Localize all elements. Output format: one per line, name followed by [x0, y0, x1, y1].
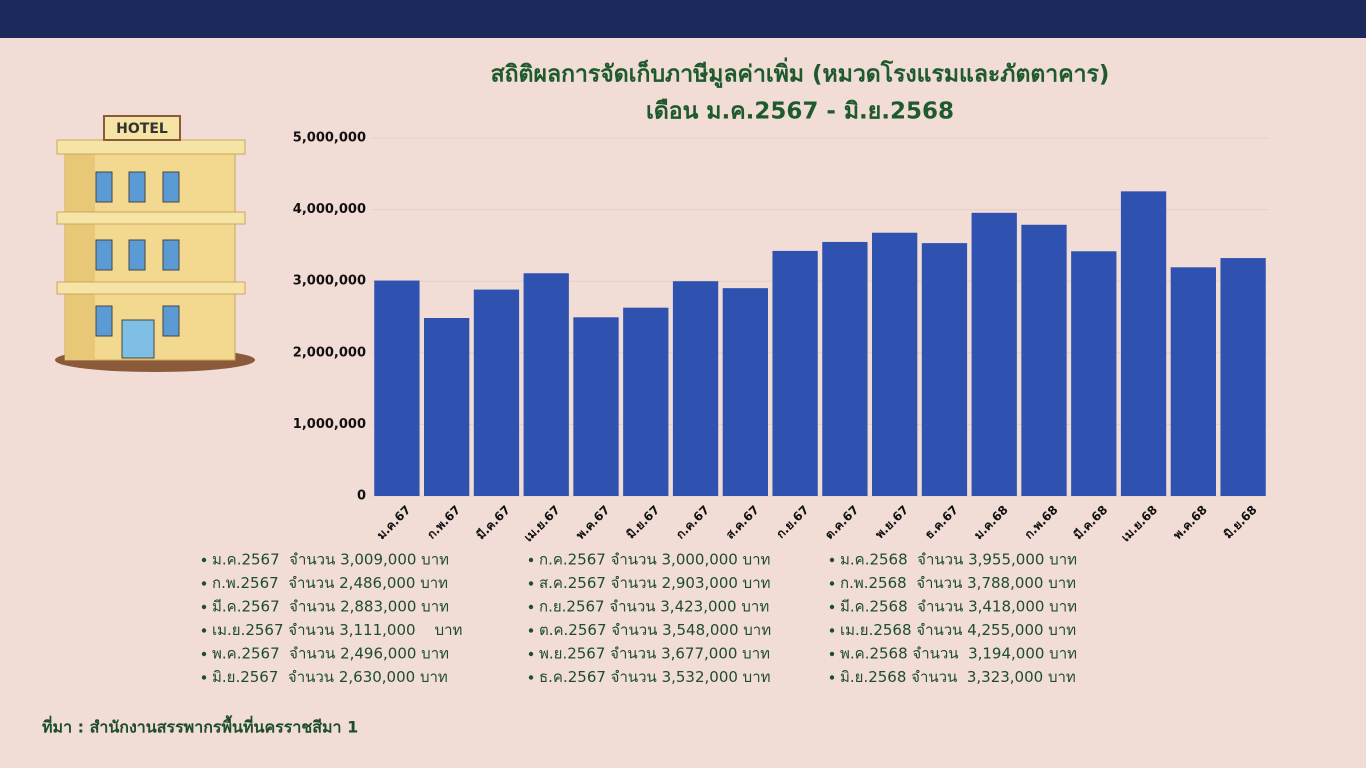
y-tick-label: 4,000,000: [293, 202, 366, 217]
bar: [872, 232, 918, 496]
bullet: [528, 557, 534, 563]
bar: [772, 250, 818, 496]
bullet: [829, 628, 835, 633]
bullet: [829, 675, 835, 680]
summary-item: ก.ค.2567 จำนวน 3,000,000 บาท: [539, 551, 770, 569]
bullet: [201, 651, 207, 657]
summary-item: ม.ค.2568 จำนวน 3,955,000 บาท: [840, 551, 1077, 569]
bar: [672, 281, 719, 496]
bullet: [528, 651, 534, 657]
bullet: [528, 604, 534, 610]
summary-item: พ.ย.2567 จำนวน 3,677,000 บาท: [539, 645, 770, 663]
bar: [623, 307, 669, 496]
summary-item: พ.ค.2567 จำนวน 2,496,000 บาท: [212, 645, 449, 663]
y-tick-label: 3,000,000: [293, 274, 366, 289]
summary-item: ส.ค.2567 จำนวน 2,903,000 บาท: [539, 574, 771, 592]
summary-item: มิ.ย.2568 จำนวน 3,323,000 บาท: [840, 668, 1076, 686]
bar: [722, 288, 768, 496]
hotel-illustration: HOTEL: [55, 115, 255, 372]
bullet: [201, 628, 207, 633]
bullet: [829, 581, 835, 586]
bar: [473, 289, 520, 496]
summary-item: มี.ค.2568 จำนวน 3,418,000 บาท: [840, 598, 1077, 616]
y-tick-label: 5,000,000: [293, 131, 366, 146]
y-tick-label: 1,000,000: [293, 417, 366, 432]
summary-item: ม.ค.2567 จำนวน 3,009,000 บาท: [212, 551, 449, 569]
bullet: [829, 604, 835, 610]
summary-item: พ.ค.2568 จำนวน 3,194,000 บาท: [840, 645, 1077, 663]
bullet: [829, 651, 835, 657]
bullet: [201, 675, 207, 680]
bullet: [201, 557, 207, 563]
y-tick-label: 2,000,000: [293, 345, 366, 360]
bar: [1220, 258, 1266, 496]
bar: [822, 241, 868, 496]
bullet: [528, 675, 534, 680]
bar: [374, 280, 420, 496]
bullet: [201, 581, 207, 586]
bar: [573, 317, 619, 496]
summary-item: เม.ย.2567 จำนวน 3,111,000 บาท: [212, 621, 462, 639]
chart-title: สถิติผลการจัดเก็บภาษีมูลค่าเพิ่ม (หมวดโร…: [491, 57, 1110, 89]
summary-item: มิ.ย.2567 จำนวน 2,630,000 บาท: [212, 668, 448, 686]
summary-item: ก.ย.2567 จำนวน 3,423,000 บาท: [539, 598, 769, 616]
bar: [971, 212, 1017, 496]
bullet: [201, 604, 207, 610]
source: ที่มา : สำนักงานสรรพากรพื้นที่นครราชสีมา…: [42, 715, 358, 737]
bar: [523, 273, 569, 496]
chart-subtitle: เดือน ม.ค.2567 - มิ.ย.2568: [646, 99, 954, 125]
y-tick-label: 0: [357, 489, 366, 504]
bar: [1120, 191, 1167, 497]
summary-item: ก.พ.2567 จำนวน 2,486,000 บาท: [212, 574, 448, 592]
bar: [921, 243, 968, 496]
bullet: [528, 628, 534, 633]
hotel-sign: HOTEL: [116, 121, 168, 137]
bullet: [528, 581, 534, 586]
bar: [1071, 251, 1117, 496]
bar: [424, 318, 470, 496]
summary-item: ก.พ.2568 จำนวน 3,788,000 บาท: [840, 574, 1076, 592]
summary-item: มี.ค.2567 จำนวน 2,883,000 บาท: [212, 598, 449, 616]
bar: [1170, 267, 1216, 496]
header-bar: [0, 0, 1366, 38]
bar: [1021, 224, 1067, 496]
summary-item: ต.ค.2567 จำนวน 3,548,000 บาท: [539, 621, 771, 639]
summary-item: เม.ย.2568 จำนวน 4,255,000 บาท: [840, 621, 1076, 639]
bullet: [829, 557, 835, 563]
summary-item: ธ.ค.2567 จำนวน 3,532,000 บาท: [539, 668, 771, 686]
